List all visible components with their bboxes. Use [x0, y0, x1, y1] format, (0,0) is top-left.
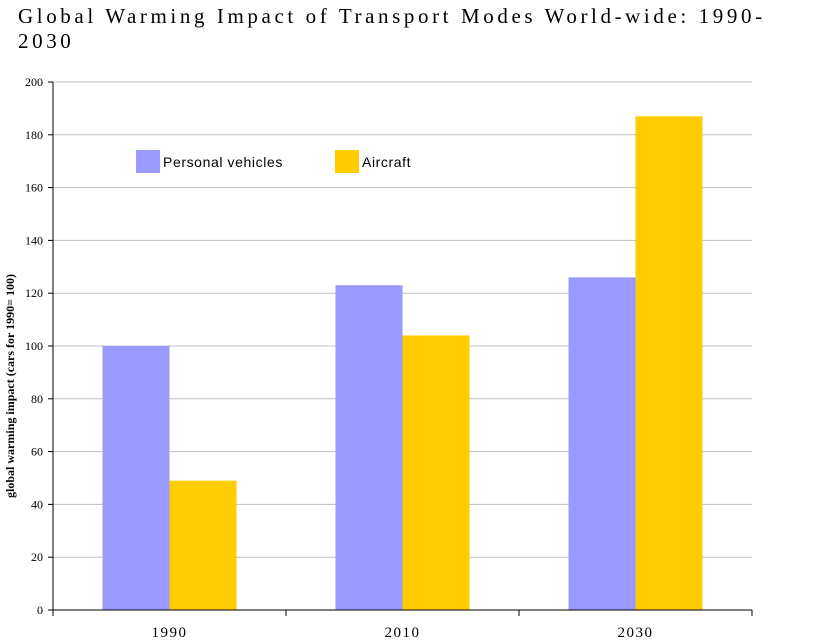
bar-personal-vehicles-2030	[568, 277, 636, 610]
bar-aircraft-2010	[402, 335, 470, 610]
axes	[52, 82, 752, 611]
legend-swatch-personal-vehicles	[136, 150, 160, 173]
y-tick-label: 40	[31, 497, 43, 511]
legend: Personal vehicles Aircraft	[136, 150, 411, 173]
bar-personal-vehicles-1990	[102, 346, 170, 610]
y-tick-label: 20	[31, 550, 43, 564]
legend-label-personal-vehicles: Personal vehicles	[163, 154, 283, 170]
legend-swatch-aircraft	[335, 150, 359, 173]
y-tick-label: 120	[25, 286, 43, 300]
x-category-label: 1990	[152, 625, 188, 641]
y-tick-label: 100	[25, 339, 43, 353]
x-axis-ticks	[52, 610, 753, 616]
y-tick-label: 160	[25, 181, 43, 195]
y-tick-label: 180	[25, 128, 43, 142]
y-tick-label: 80	[31, 392, 43, 406]
y-axis-title: global warming impact (cars for 1990= 10…	[3, 274, 17, 498]
bars	[102, 116, 703, 610]
y-axis-tick-labels: 0 20 40 60 80 100 120 140 160 180 200	[25, 75, 43, 617]
y-axis-ticks	[48, 81, 53, 611]
y-tick-label: 140	[25, 233, 43, 247]
bar-aircraft-1990	[169, 480, 237, 610]
y-tick-label: 0	[37, 603, 43, 617]
x-category-label: 2010	[385, 625, 421, 641]
chart-title: Global Warming Impact of Transport Modes…	[18, 4, 766, 53]
bar-personal-vehicles-2010	[335, 285, 403, 610]
x-category-label: 2030	[618, 625, 654, 641]
x-axis-category-labels: 1990 2010 2030	[152, 625, 654, 641]
y-tick-label: 60	[31, 445, 43, 459]
bar-aircraft-2030	[635, 116, 703, 610]
y-tick-label: 200	[25, 75, 43, 89]
legend-label-aircraft: Aircraft	[362, 154, 411, 170]
